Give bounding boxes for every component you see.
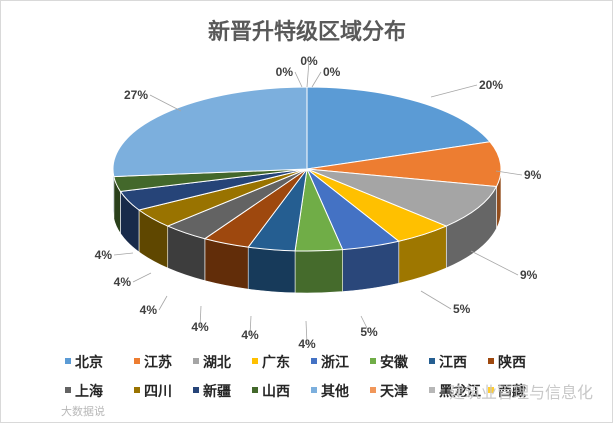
leader-line-湖北 — [470, 250, 519, 276]
pie-slice-其他 — [112, 86, 308, 178]
data-label-浙江: 5% — [360, 325, 378, 339]
legend-item-安徽: 安徽 — [370, 354, 409, 371]
legend-label-山西: 山西 — [262, 384, 290, 400]
legend-item-上海: 上海 — [65, 383, 103, 400]
pie-slice-江苏 — [306, 141, 502, 188]
legend-swatch-湖北 — [193, 358, 199, 364]
legend-item-山西: 山西 — [252, 384, 290, 400]
leader-line-广东 — [420, 290, 452, 310]
legend-label-江西: 江西 — [439, 354, 467, 371]
data-label-新疆: 4% — [95, 248, 113, 262]
pie-sides — [112, 168, 502, 294]
legend-swatch-黑龙江 — [429, 387, 435, 393]
pie-side-安徽 — [294, 249, 343, 294]
data-label-四川: 4% — [114, 275, 132, 289]
leader-line-其他 — [149, 94, 182, 112]
data-label-江苏: 9% — [524, 168, 542, 182]
legend-label-湖北: 湖北 — [203, 355, 231, 371]
leader-line-西藏 — [311, 71, 322, 88]
data-label-黑龙江: 0% — [300, 54, 318, 68]
legend-label-黑龙江: 黑龙江 — [439, 383, 481, 400]
watermark-right-text: 建筑业管理与信息化 — [449, 383, 593, 402]
leader-line-黑龙江 — [306, 60, 310, 88]
legend-swatch-四川 — [134, 387, 140, 393]
legend-item-黑龙江: 黑龙江 — [429, 383, 481, 400]
data-label-陕西: 4% — [191, 320, 209, 334]
legend-item-江苏: 江苏 — [134, 354, 172, 371]
legend-label-天津: 天津 — [380, 383, 408, 400]
legend-item-四川: 四川 — [134, 384, 172, 400]
legend-item-湖北: 湖北 — [193, 355, 231, 371]
legend-label-四川: 四川 — [144, 384, 172, 400]
legend-item-北京: 北京 — [65, 354, 103, 371]
pie-side-江西 — [247, 246, 296, 294]
legend-label-浙江: 浙江 — [321, 354, 349, 371]
legend-swatch-山西 — [252, 387, 258, 393]
legend-label-江苏: 江苏 — [144, 354, 172, 371]
legend-label-广东: 广东 — [262, 354, 290, 371]
legend-label-新疆: 新疆 — [203, 383, 231, 400]
legend-swatch-西藏 — [488, 387, 494, 393]
leader-line-江苏 — [495, 170, 523, 176]
leader-line-陕西 — [199, 305, 202, 328]
legend-swatch-其他 — [311, 387, 317, 393]
legend-swatch-北京 — [65, 358, 71, 364]
chart-title: 新晋升特级区域分布 — [208, 19, 406, 45]
data-label-北京: 20% — [479, 78, 503, 92]
legend-item-广东: 广东 — [252, 354, 290, 371]
data-label-上海: 4% — [140, 303, 158, 317]
legend-swatch-江苏 — [134, 358, 140, 364]
legend-item-陕西: 陕西 — [488, 354, 526, 371]
data-label-江西: 4% — [241, 328, 259, 342]
legend-item-西藏: 西藏 — [488, 383, 526, 400]
pie-tops — [112, 86, 502, 252]
data-label-其他: 27% — [124, 88, 148, 102]
legend-item-其他: 其他 — [311, 383, 349, 400]
label-layer: 20%9%9%5%5%4%4%4%4%4%4%27%0%0%0% — [95, 54, 542, 351]
leader-line-上海 — [158, 295, 168, 311]
legend-item-天津: 天津 — [370, 383, 408, 400]
leader-line-北京 — [430, 84, 478, 98]
legend-label-其他: 其他 — [321, 383, 349, 400]
pie-slice-湖北 — [306, 168, 498, 227]
legend-swatch-浙江 — [311, 358, 317, 364]
legend-label-西藏: 西藏 — [498, 383, 526, 400]
legend-swatch-安徽 — [370, 358, 376, 364]
data-label-广东: 5% — [453, 302, 471, 316]
legend-item-江西: 江西 — [429, 354, 467, 371]
legend-item-新疆: 新疆 — [193, 383, 231, 400]
leader-line-浙江 — [360, 315, 370, 333]
leader-line-新疆 — [113, 252, 134, 256]
legend-swatch-天津 — [370, 387, 376, 393]
legend-swatch-广东 — [252, 358, 258, 364]
leader-line-四川 — [132, 272, 152, 283]
legend-label-安徽: 安徽 — [380, 354, 409, 371]
legend-swatch-陕西 — [488, 358, 494, 364]
watermark-left-text: 大数据说 — [61, 404, 105, 418]
data-label-天津: 0% — [276, 65, 294, 79]
leader-line-天津 — [294, 71, 303, 88]
leader-line-江西 — [249, 315, 252, 336]
legend-label-陕西: 陕西 — [498, 354, 526, 371]
leader-line-安徽 — [305, 320, 308, 345]
legend-swatch-上海 — [65, 387, 71, 393]
legend-swatch-新疆 — [193, 387, 199, 393]
watermark-right: 建筑业管理与信息化 — [449, 383, 593, 402]
data-label-西藏: 0% — [323, 65, 341, 79]
legend-item-浙江: 浙江 — [311, 354, 349, 371]
pie-layer — [112, 86, 502, 294]
watermark-left: 大数据说 — [61, 404, 105, 418]
data-label-安徽: 4% — [298, 337, 316, 351]
legend-label-北京: 北京 — [75, 354, 103, 371]
legend-label-上海: 上海 — [75, 383, 103, 400]
legend-swatch-江西 — [429, 358, 435, 364]
data-label-湖北: 9% — [520, 268, 538, 282]
